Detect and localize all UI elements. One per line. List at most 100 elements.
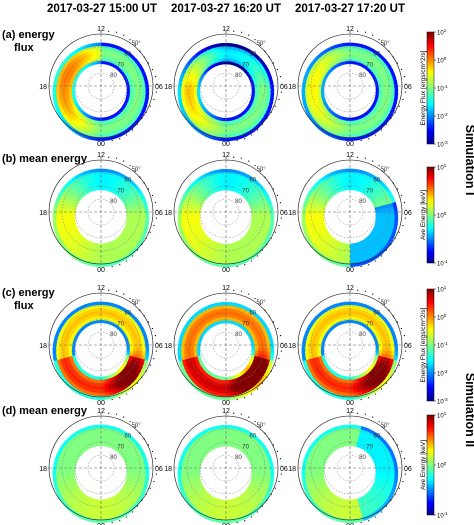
oval-cell xyxy=(214,302,219,307)
oval-cell xyxy=(320,86,325,89)
oval-cell xyxy=(138,84,143,89)
oval-cell xyxy=(228,117,232,122)
oval-cell xyxy=(52,347,57,353)
oval-cell xyxy=(193,345,198,349)
oval-cell xyxy=(223,186,227,191)
oval-cell xyxy=(96,130,102,135)
oval-cell xyxy=(193,212,198,216)
oval-cell xyxy=(100,310,105,315)
lat-label-50: 50° xyxy=(381,41,391,47)
mlt-label-left: 18 xyxy=(288,343,296,350)
oval-cell xyxy=(196,217,201,221)
oval-cell xyxy=(54,104,60,111)
oval-cell xyxy=(301,347,306,353)
oval-cell xyxy=(349,256,355,261)
boundary-dot xyxy=(388,309,390,311)
oval-cell xyxy=(196,345,201,349)
lat-label-50: 50° xyxy=(381,300,391,306)
oval-cell xyxy=(341,42,347,47)
oval-cell xyxy=(352,117,356,122)
boundary-dot xyxy=(388,50,390,52)
boundary-dot xyxy=(372,160,374,162)
oval-cell xyxy=(347,60,351,65)
boundary-dot xyxy=(143,182,145,184)
boundary-dot xyxy=(131,255,134,257)
oval-cell xyxy=(96,42,102,47)
oval-cell xyxy=(221,260,227,265)
boundary-dot xyxy=(392,56,394,58)
outer-boundary xyxy=(48,33,154,139)
oval-cell xyxy=(345,42,351,47)
oval-cell xyxy=(180,72,185,78)
oval-cell xyxy=(344,316,348,321)
boundary-dot xyxy=(259,44,261,46)
oval-cell xyxy=(97,307,102,312)
mlt-label-top: 12 xyxy=(97,152,105,159)
oval-cell xyxy=(346,51,351,56)
boundary-dot xyxy=(280,91,282,93)
oval-cell xyxy=(345,133,351,138)
lat-label-60: 60 xyxy=(124,52,131,58)
boundary-dot xyxy=(155,350,157,352)
oval-cell xyxy=(349,57,353,62)
boundary-dot xyxy=(143,56,145,58)
boundary-dot xyxy=(400,327,403,330)
boundary-dot xyxy=(236,265,238,268)
oval-cell xyxy=(223,183,227,188)
oval-cell xyxy=(138,210,143,215)
oval-cell xyxy=(190,344,195,349)
oval-cell xyxy=(225,256,231,261)
oval-cell xyxy=(353,385,358,390)
oval-cell xyxy=(254,85,259,90)
oval-cell xyxy=(349,376,353,381)
oval-cell xyxy=(225,243,229,248)
oval-cell xyxy=(387,84,392,89)
oval-cell xyxy=(302,80,307,86)
oval-cell xyxy=(177,97,183,103)
oval-cell xyxy=(177,348,182,353)
boundary-dot xyxy=(272,62,275,64)
oval-cell xyxy=(142,84,146,89)
oval-cell xyxy=(103,117,107,122)
oval-cell xyxy=(55,210,60,215)
oval-cell xyxy=(196,91,201,95)
oval-cell xyxy=(52,84,57,89)
oval-cell xyxy=(222,310,227,315)
boundary-dot xyxy=(236,398,238,401)
oval-cell xyxy=(52,214,57,220)
lat-label-70: 70 xyxy=(366,62,373,68)
boundary-dot xyxy=(129,298,131,300)
oval-cell xyxy=(178,101,184,107)
oval-cell xyxy=(104,126,109,131)
boundary-dot xyxy=(119,264,121,266)
boundary-dot xyxy=(261,123,264,125)
oval-cell xyxy=(96,256,102,261)
oval-cell xyxy=(301,343,306,348)
boundary-dot xyxy=(380,388,383,390)
mlt-label-right: 06 xyxy=(280,210,288,217)
boundary-dot xyxy=(402,98,404,101)
oval-cell xyxy=(394,347,399,353)
oval-cell xyxy=(394,218,399,224)
row-label-d: (d) mean energy xyxy=(2,405,88,417)
oval-cell xyxy=(261,88,265,93)
oval-cell xyxy=(225,389,231,394)
boundary-dot xyxy=(360,139,362,142)
oval-cell xyxy=(269,206,274,212)
oval-cell xyxy=(65,347,69,352)
oval-cell xyxy=(225,247,230,251)
oval-cell xyxy=(310,88,315,93)
oval-cell xyxy=(144,206,149,212)
boundary-dot xyxy=(266,117,268,119)
oval-cell xyxy=(225,130,231,135)
boundary-dot xyxy=(398,105,400,107)
oval-cell xyxy=(267,88,272,94)
oval-cell xyxy=(225,301,231,306)
oval-cell xyxy=(320,345,325,348)
oval-cell xyxy=(229,386,234,391)
oval-cell xyxy=(393,339,398,345)
oval-cell xyxy=(391,88,396,93)
oval-cell xyxy=(71,214,76,218)
